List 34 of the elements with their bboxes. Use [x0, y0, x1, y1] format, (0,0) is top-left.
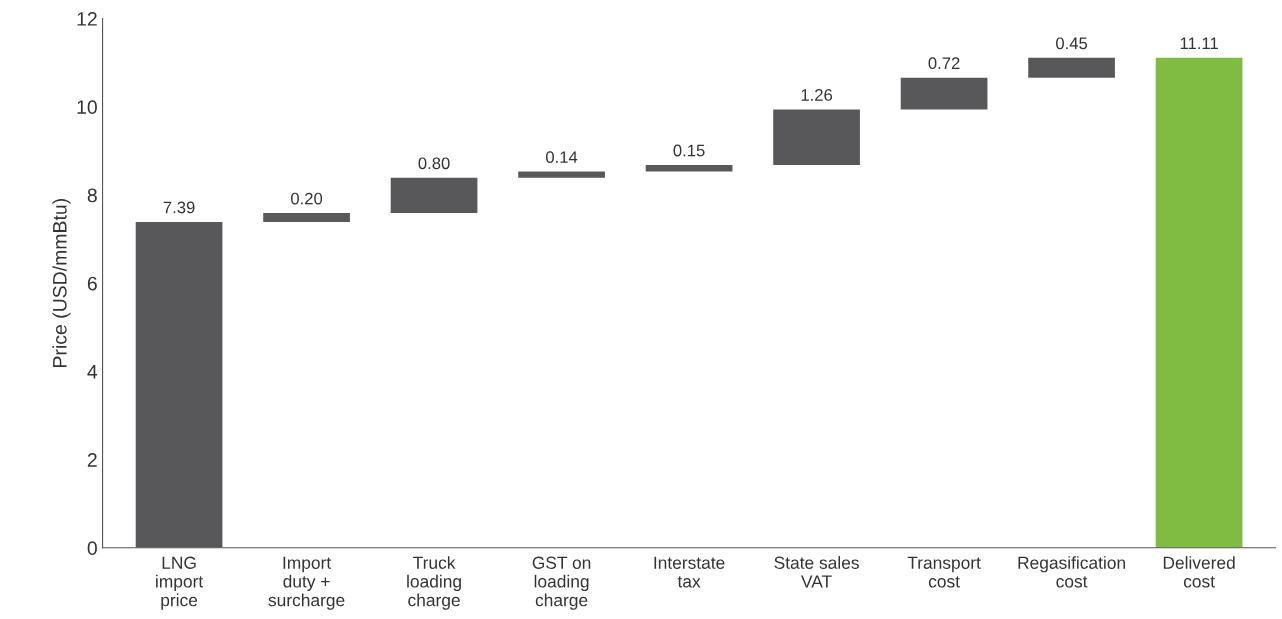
- bar: [1028, 57, 1115, 78]
- data-label: 0.72: [928, 57, 960, 70]
- data-label: 0.45: [1056, 37, 1088, 50]
- data-label: 11.11: [1180, 37, 1218, 50]
- bar: [645, 164, 733, 172]
- x-tick-label: Interstate tax: [654, 556, 725, 588]
- data-label: 0.15: [673, 144, 705, 157]
- data-label: 0.20: [291, 192, 323, 205]
- y-tick-label: 4: [87, 365, 98, 379]
- y-tick-label: 12: [77, 12, 97, 26]
- bar: [390, 177, 478, 214]
- x-tick-label: GST on loading charge: [532, 556, 591, 610]
- y-tick-label: 8: [87, 188, 97, 203]
- y-tick-label: 2: [87, 453, 97, 467]
- bar: [518, 171, 605, 178]
- x-tick-label: Delivered cost: [1163, 556, 1235, 588]
- y-tick-label: 0: [87, 541, 97, 556]
- data-label: 0.14: [546, 151, 578, 164]
- x-tick-label: Import duty + surcharge: [268, 556, 345, 610]
- data-label: 7.39: [163, 201, 195, 214]
- y-tick-label: 10: [77, 100, 97, 115]
- x-tick-label: LNG import price: [156, 556, 204, 610]
- bar: [900, 77, 988, 110]
- data-label: 0.80: [418, 157, 450, 170]
- x-tick-label: State sales VAT: [774, 556, 859, 588]
- data-label: 1.26: [801, 89, 833, 101]
- y-axis-title: Price (USD/mmBtu): [52, 199, 71, 367]
- x-tick-label: Regasification cost: [1018, 556, 1125, 588]
- x-tick-label: Truck loading charge: [407, 556, 461, 610]
- x-tick-label: Transport cost: [907, 556, 981, 588]
- y-tick-label: 6: [87, 276, 97, 291]
- bar: [263, 213, 350, 222]
- bar: [1155, 57, 1243, 548]
- bar: [773, 109, 860, 165]
